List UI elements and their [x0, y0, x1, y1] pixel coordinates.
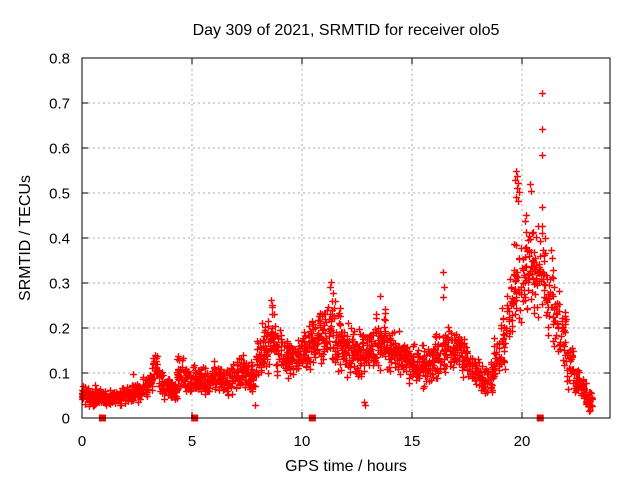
y-tick-label: 0.4 [49, 231, 70, 248]
y-tick-label: 0.2 [49, 321, 70, 338]
x-tick-label: 5 [188, 433, 196, 450]
x-tick-label: 10 [294, 433, 311, 450]
x-tick-label: 20 [514, 433, 531, 450]
axes-and-ticks: 0 0.1 0.2 0.3 0.4 0.5 0.6 0.7 0.8 0 5 10 15 20 [49, 51, 611, 450]
tick-marks [81, 57, 610, 419]
y-tick-label: 0.7 [49, 96, 70, 113]
y-tick-label: 0 [62, 411, 70, 428]
x-axis-label: GPS time / hours [285, 458, 407, 475]
chart-title: Day 309 of 2021, SRMTID for receiver olo… [193, 22, 500, 39]
y-tick-label: 0.6 [49, 141, 70, 158]
x-tick-label: 0 [78, 433, 86, 450]
y-tick-label: 0.8 [49, 51, 70, 68]
y-tick-label: 0.3 [49, 276, 70, 293]
y-tick-label: 0.5 [49, 186, 70, 203]
y-axis-label: SRMTID / TECUs [17, 175, 34, 301]
scatter-plus-markers [79, 90, 596, 415]
x-tick-label: 15 [404, 433, 421, 450]
scatter-points [79, 90, 596, 422]
y-tick-label: 0.1 [49, 366, 70, 383]
